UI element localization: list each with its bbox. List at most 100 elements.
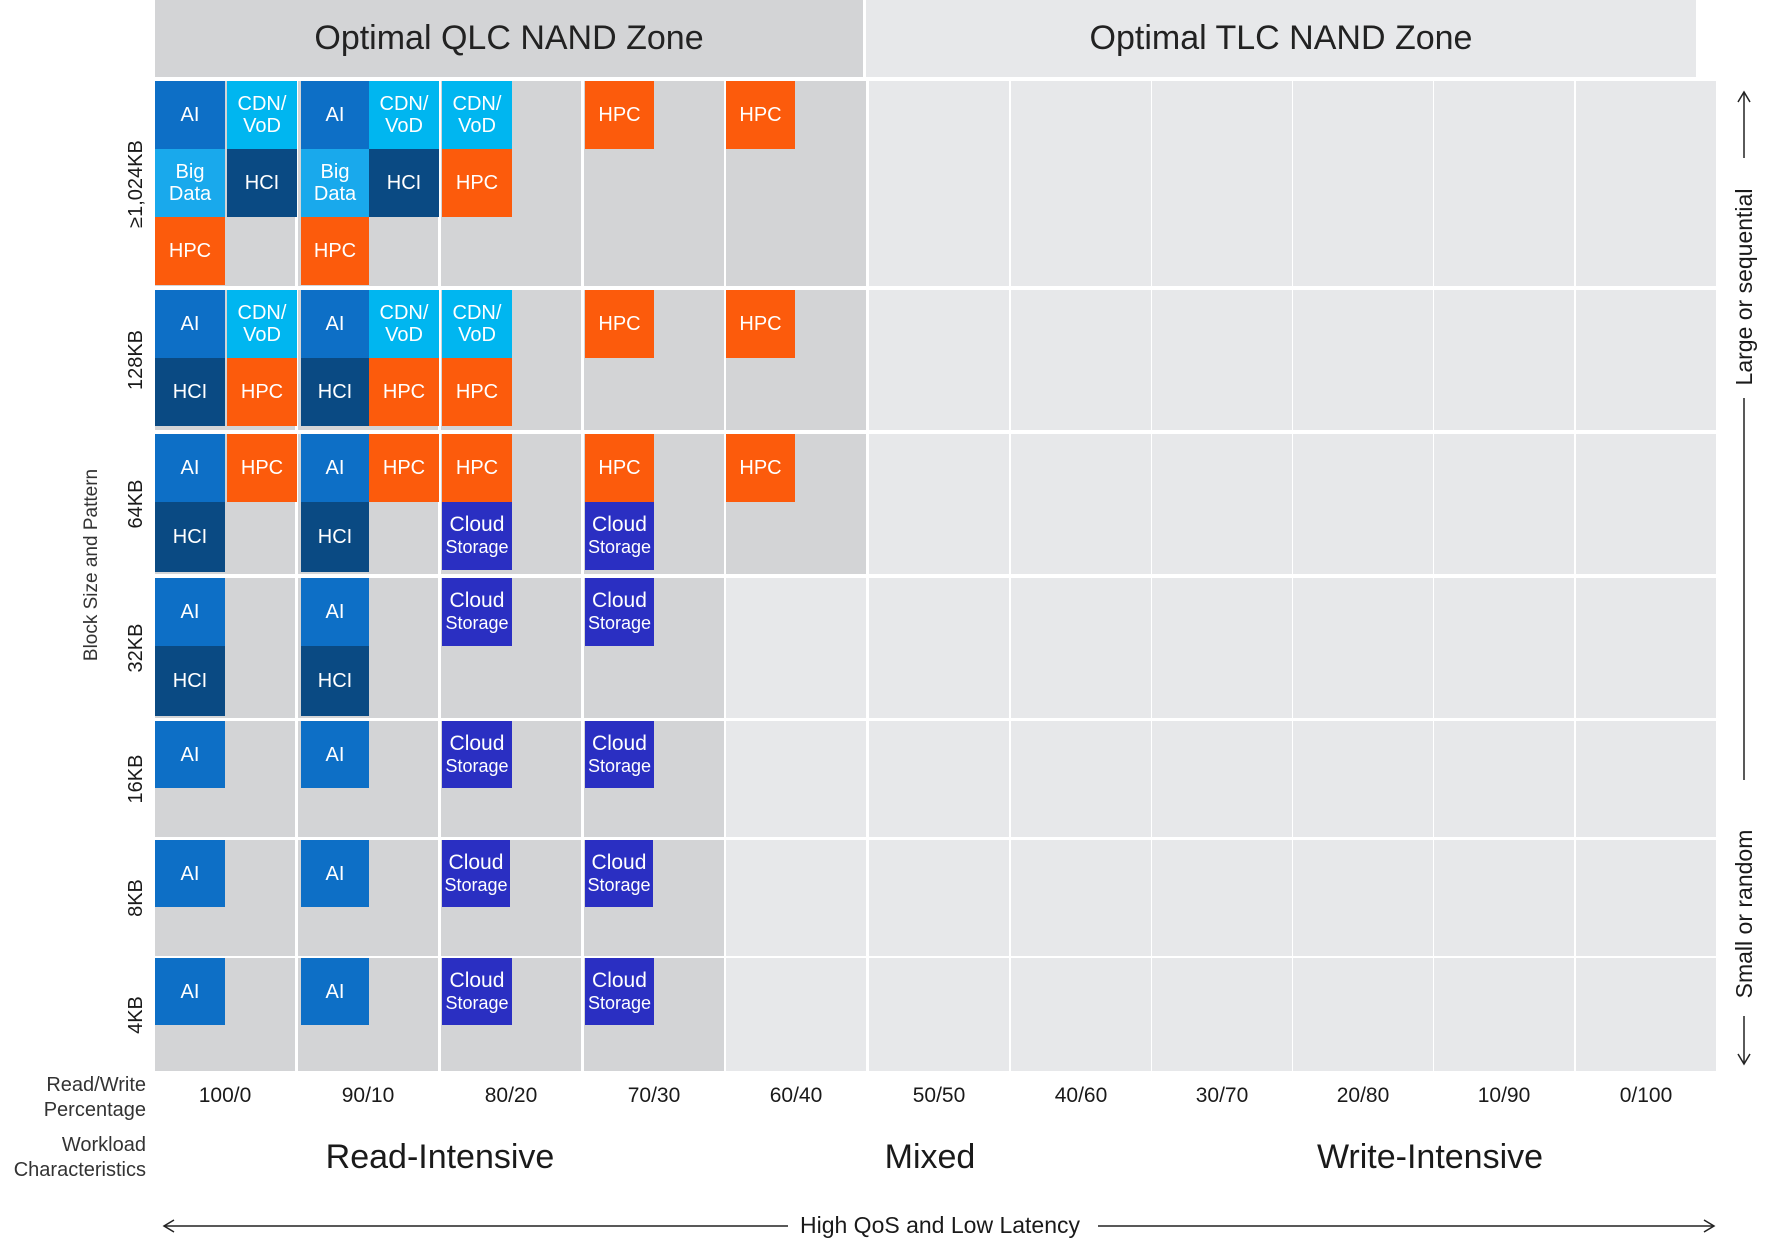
grid-cell bbox=[869, 721, 1009, 837]
block-size-label: 16KB bbox=[125, 754, 147, 804]
grid-cell bbox=[1434, 290, 1574, 430]
grid-cell bbox=[1011, 958, 1151, 1071]
ai-tile: AI bbox=[301, 840, 369, 907]
ai-tile: AI bbox=[155, 434, 225, 502]
hpc-tile: HPC bbox=[442, 358, 512, 426]
grid-cell bbox=[1011, 81, 1151, 286]
hci-tile-label: HCI bbox=[244, 172, 280, 194]
ai-tile-label: AI bbox=[180, 980, 200, 1003]
right-axis-top-label: Large or sequential bbox=[1731, 188, 1757, 386]
right-axis-bottom-label: Small or random bbox=[1731, 829, 1757, 999]
rw-percentage-label: 70/30 bbox=[627, 1084, 681, 1107]
cdn-vod-tile-label: CDN/VoD bbox=[452, 302, 502, 346]
hpc-tile: HPC bbox=[227, 358, 297, 426]
cloud-storage-tile-label: Cloud Storage bbox=[587, 850, 651, 895]
big-data-tile: Big Data bbox=[155, 149, 225, 217]
cloud-storage-tile: Cloud Storage bbox=[442, 578, 512, 646]
hci-tile: HCI bbox=[301, 358, 369, 426]
grid-cell bbox=[1434, 840, 1574, 956]
hpc-tile: HPC bbox=[726, 434, 795, 502]
block-size-label: ≥1,024KB bbox=[125, 139, 147, 228]
grid-cell bbox=[1011, 434, 1151, 574]
rw-percentage-label: 90/10 bbox=[341, 1084, 395, 1107]
hpc-tile: HPC bbox=[726, 81, 795, 149]
grid-cell bbox=[726, 840, 866, 956]
grid-cell bbox=[1011, 290, 1151, 430]
block-size-label: 8KB bbox=[125, 879, 147, 917]
grid-cell bbox=[1152, 721, 1292, 837]
hci-tile-label: HCI bbox=[172, 670, 208, 692]
grid-cell bbox=[1434, 578, 1574, 718]
big-data-tile-label: Big Data bbox=[168, 161, 212, 205]
hpc-tile: HPC bbox=[726, 290, 795, 358]
hpc-tile: HPC bbox=[442, 149, 512, 217]
hpc-tile-label: HPC bbox=[455, 457, 499, 479]
hpc-tile-label: HPC bbox=[455, 381, 499, 403]
grid-cell bbox=[1293, 81, 1433, 286]
ai-tile: AI bbox=[301, 81, 369, 149]
hpc-tile-label: HPC bbox=[739, 457, 782, 479]
grid-cell bbox=[726, 721, 866, 837]
rw-percentage-label: 30/70 bbox=[1195, 1084, 1249, 1107]
block-size-label: 4KB bbox=[125, 995, 147, 1034]
grid-cell bbox=[1434, 958, 1574, 1071]
grid-cell bbox=[869, 578, 1009, 718]
hci-tile: HCI bbox=[227, 149, 297, 217]
hci-tile-label: HCI bbox=[317, 526, 353, 548]
hci-tile-label: HCI bbox=[317, 670, 353, 692]
cloud-storage-tile-label: Cloud Storage bbox=[445, 589, 509, 634]
hci-tile: HCI bbox=[155, 502, 225, 572]
grid-cell bbox=[1576, 578, 1716, 718]
ai-tile: AI bbox=[155, 721, 225, 788]
rw-label: Read/Write Percentage bbox=[43, 1074, 146, 1121]
block-size-label: 128KB bbox=[125, 329, 147, 391]
cloud-storage-tile: Cloud Storage bbox=[442, 958, 512, 1025]
hci-tile: HCI bbox=[155, 358, 225, 426]
tlc-zone-title: Optimal TLC NAND Zone bbox=[1089, 19, 1473, 57]
ai-tile-label: AI bbox=[325, 457, 345, 479]
grid-cell bbox=[1152, 290, 1292, 430]
qlc-zone-header: Optimal QLC NAND Zone bbox=[155, 0, 863, 77]
grid-cell bbox=[1434, 721, 1574, 837]
grid-cell bbox=[1434, 81, 1574, 286]
cdn-vod-tile-label: CDN/VoD bbox=[379, 93, 429, 137]
hpc-tile-label: HPC bbox=[598, 104, 641, 126]
cloud-storage-tile-label: Cloud Storage bbox=[445, 731, 509, 776]
ai-tile: AI bbox=[155, 290, 225, 358]
rw-percentage-label: 80/20 bbox=[484, 1084, 538, 1107]
cloud-storage-tile-label: Cloud Storage bbox=[587, 968, 652, 1013]
ai-tile: AI bbox=[155, 81, 225, 149]
hpc-tile: HPC bbox=[369, 358, 439, 426]
rw-percentage-label: 60/40 bbox=[769, 1084, 823, 1107]
grid-cell bbox=[1293, 434, 1433, 574]
hci-tile: HCI bbox=[155, 646, 225, 716]
block-size-label: 64KB bbox=[125, 479, 147, 529]
rw-percentage-label: 20/80 bbox=[1336, 1084, 1390, 1107]
bottom-axis-arrow bbox=[162, 1219, 1716, 1233]
grid-cell bbox=[869, 434, 1009, 574]
cloud-storage-tile: Cloud Storage bbox=[442, 840, 510, 907]
ai-tile: AI bbox=[301, 721, 369, 788]
grid-cell bbox=[1293, 578, 1433, 718]
grid-cell bbox=[869, 81, 1009, 286]
hci-tile: HCI bbox=[301, 502, 369, 572]
grid-cell bbox=[1576, 81, 1716, 286]
cloud-storage-tile-label: Cloud Storage bbox=[587, 589, 652, 634]
ai-tile-label: AI bbox=[325, 313, 345, 335]
ai-tile-label: AI bbox=[180, 862, 200, 885]
grid-cell bbox=[1152, 434, 1292, 574]
hci-tile: HCI bbox=[301, 646, 369, 716]
grid-cell bbox=[1434, 434, 1574, 574]
hpc-tile-label: HPC bbox=[455, 172, 499, 194]
grid-cell bbox=[869, 840, 1009, 956]
cloud-storage-tile: Cloud Storage bbox=[585, 721, 654, 788]
ai-tile: AI bbox=[155, 958, 225, 1025]
grid-cell bbox=[869, 290, 1009, 430]
hpc-tile-label: HPC bbox=[598, 457, 641, 479]
cdn-vod-tile-label: CDN/VoD bbox=[237, 302, 287, 346]
read-intensive-label: Read-Intensive bbox=[325, 1138, 555, 1176]
grid-cell bbox=[1576, 840, 1716, 956]
rw-percentage-label: 0/100 bbox=[1619, 1084, 1673, 1107]
cloud-storage-tile-label: Cloud Storage bbox=[587, 513, 652, 558]
cdn-vod-tile-label: CDN/VoD bbox=[379, 302, 429, 346]
